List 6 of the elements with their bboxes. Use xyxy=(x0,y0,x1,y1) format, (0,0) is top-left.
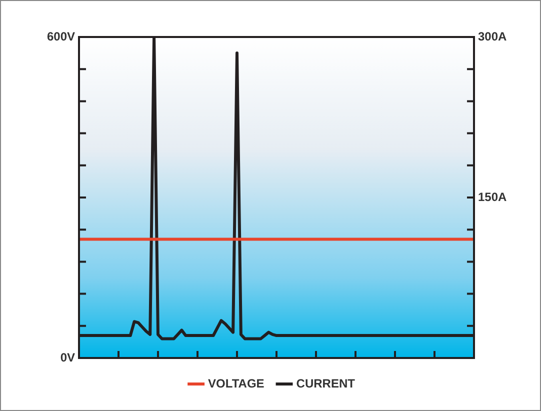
y2-tick-label: 150A xyxy=(478,190,508,204)
y-tick-label: 600V xyxy=(46,29,75,44)
y-tick-label: 0V xyxy=(60,350,75,364)
legend-label: CURRENT xyxy=(296,376,356,390)
y2-tick-label: 300A xyxy=(478,29,508,44)
legend-label: VOLTAGE xyxy=(208,376,264,390)
